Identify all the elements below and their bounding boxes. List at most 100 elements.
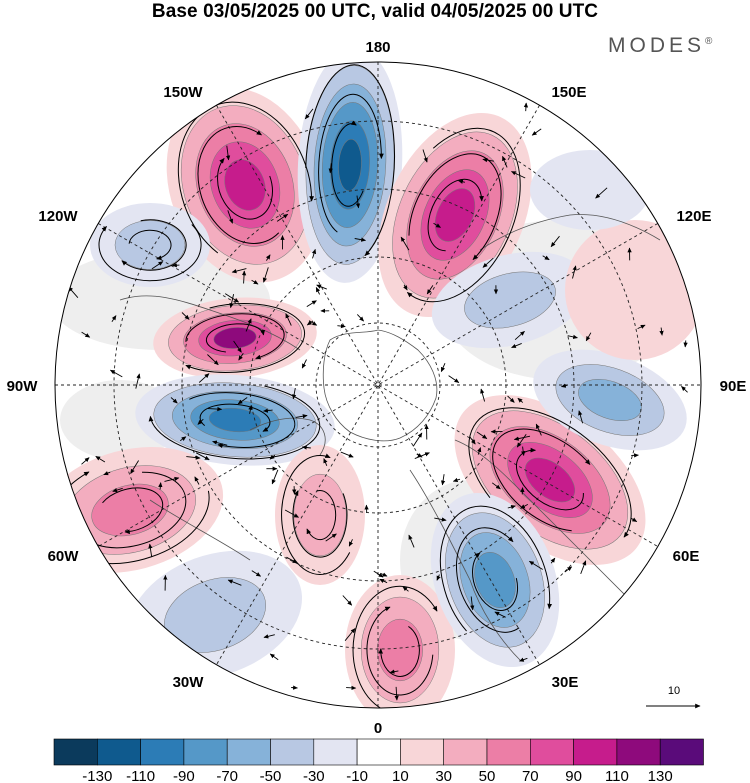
wind-vector <box>269 454 276 460</box>
colorbar-tick-label: 130 <box>648 768 673 783</box>
anomaly-cell <box>275 445 365 585</box>
wind-vector <box>271 469 279 485</box>
wind-vector <box>285 313 292 326</box>
anomaly-contour <box>434 188 476 242</box>
wind-vector <box>394 686 399 701</box>
streamline <box>306 490 337 541</box>
colorbar-swatch <box>140 738 185 766</box>
streamline <box>197 126 280 244</box>
anomaly-contour <box>565 220 701 360</box>
wind-vector <box>528 560 543 570</box>
streamline <box>281 453 351 575</box>
wind-vector <box>225 145 231 161</box>
anomaly-contour <box>213 327 257 349</box>
anomaly-contour <box>474 552 516 608</box>
wind-vector <box>194 476 200 485</box>
reference-vector: 10 <box>646 685 701 709</box>
wind-vector <box>535 423 542 436</box>
wind-vector <box>207 406 223 412</box>
wind-vector <box>380 572 388 577</box>
wind-vector <box>342 595 353 606</box>
streamline <box>456 527 520 633</box>
colorbar-swatch <box>356 738 401 766</box>
wind-vector <box>550 557 556 564</box>
map-title: Base 03/05/2025 00 UTC, valid 04/05/2025… <box>151 1 599 22</box>
label-lon-30e: 30E <box>552 674 579 691</box>
wind-vector <box>426 285 434 295</box>
wind-vector <box>229 294 235 309</box>
wind-vector <box>212 440 228 446</box>
colorbar-swatch <box>97 738 141 766</box>
wind-vector <box>402 586 409 592</box>
wind-vector <box>403 284 408 291</box>
wind-vector <box>135 373 141 389</box>
colorbar-swatch <box>53 738 98 766</box>
wind-vector <box>304 108 314 120</box>
wind-vector <box>518 657 528 662</box>
wind-vector <box>452 477 461 483</box>
streamline-loop <box>148 385 321 460</box>
anomaly-cell <box>90 203 210 287</box>
colorbar-swatch <box>486 738 531 766</box>
wind-vector <box>491 482 501 490</box>
registered-mark: ® <box>705 36 713 47</box>
anomaly-cell <box>153 297 317 379</box>
wind-vector <box>311 248 317 259</box>
wind-vector <box>325 533 337 542</box>
anomaly-cell <box>135 374 335 466</box>
wind-vector <box>520 504 529 509</box>
wind-vector <box>578 410 584 424</box>
colorbar-swatch <box>529 738 574 766</box>
wind-vector <box>531 128 542 136</box>
wind-vector <box>355 195 361 209</box>
anomaly-shading <box>55 62 701 708</box>
streamline <box>305 64 395 257</box>
streamline-loop <box>185 303 306 373</box>
wind-vector <box>103 471 111 476</box>
label-lon-180: 180 <box>365 39 390 56</box>
anomaly-cell <box>530 150 650 230</box>
wind-vector <box>448 375 460 383</box>
wind-vector <box>630 517 638 522</box>
wind-vector <box>109 369 123 378</box>
wind-vector <box>356 314 364 322</box>
wind-vector <box>197 418 204 425</box>
wind-vector <box>477 447 482 455</box>
wind-vector <box>513 435 531 441</box>
wind-vector <box>301 445 311 450</box>
wind-vector <box>238 353 244 361</box>
wind-vector <box>262 267 269 283</box>
anomaly-contour <box>91 483 169 537</box>
wind-vector <box>422 149 428 163</box>
wind-vector <box>323 458 328 466</box>
colorbar-tick-label: -30 <box>303 768 325 783</box>
wind-vector <box>659 327 664 336</box>
wind-vector <box>517 397 524 403</box>
wind-vector <box>408 534 415 548</box>
anomaly-contour <box>293 473 347 557</box>
wind-vector <box>346 685 357 691</box>
wind-vector <box>308 320 318 326</box>
wind-vector <box>344 628 356 641</box>
label-lon-90e: 90E <box>720 378 747 395</box>
anomaly-cell <box>345 575 455 708</box>
colorbar-tick-label: -90 <box>173 768 195 783</box>
wind-vector <box>224 293 240 303</box>
wind-vector <box>170 397 178 404</box>
graticule <box>55 62 701 708</box>
wind-vector <box>523 102 529 112</box>
colorbar-tick-label: 70 <box>522 768 539 783</box>
wind-vector <box>148 543 153 558</box>
wind-vector <box>469 436 476 445</box>
colorbar-tick-label: 10 <box>392 768 409 783</box>
wind-vector <box>337 323 346 329</box>
streamline-loop <box>305 64 395 257</box>
wind-vector <box>567 334 578 339</box>
wind-vector <box>265 254 271 261</box>
wind-vector <box>348 539 354 547</box>
wind-vector <box>263 408 273 413</box>
polar-cap <box>326 333 430 437</box>
anomaly-cell <box>430 492 560 668</box>
colorbar-swatch <box>616 738 661 766</box>
wind-vector <box>231 268 247 274</box>
